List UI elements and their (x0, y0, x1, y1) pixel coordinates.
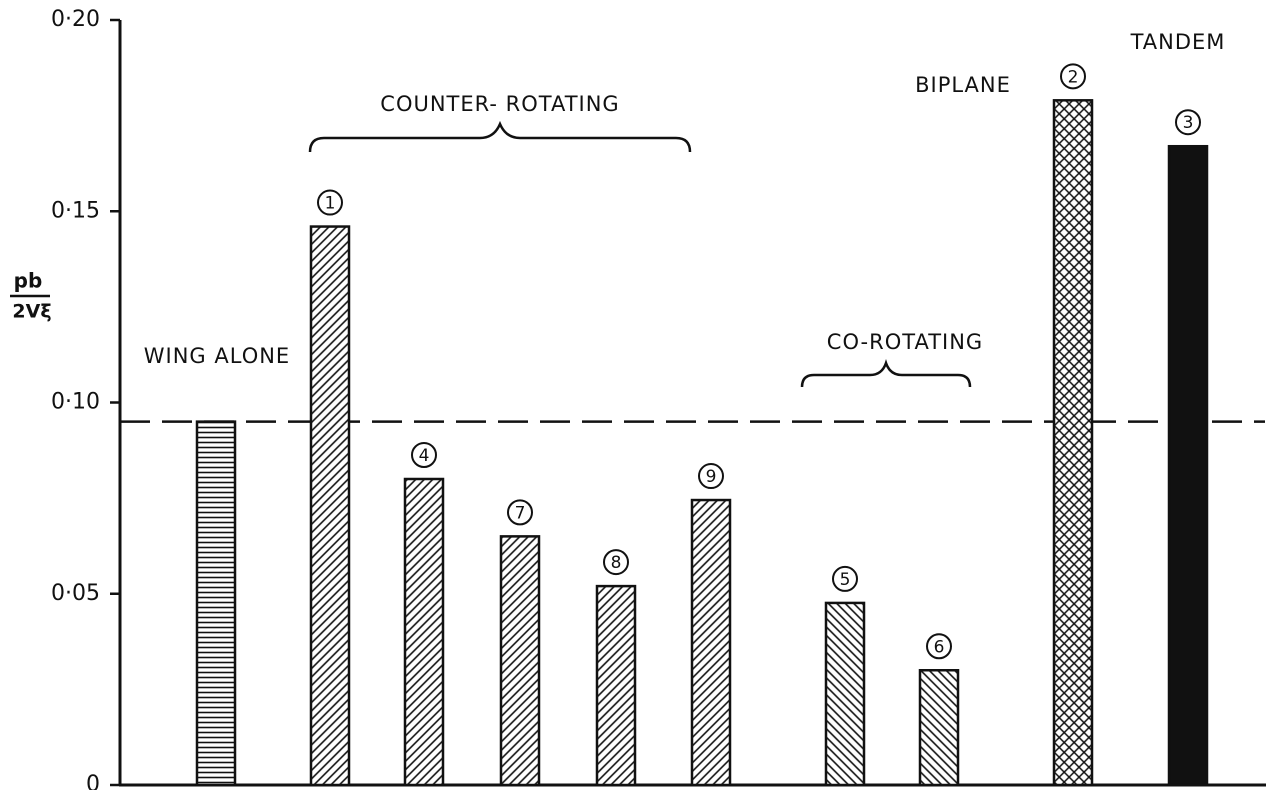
annotation: COUNTER- ROTATING (380, 92, 619, 116)
y-tick-label: 0·10 (51, 390, 100, 415)
label-circle (926, 633, 952, 660)
x-tick-label: 4 (419, 446, 430, 466)
label-circle (832, 565, 858, 592)
y-tick-label: 0 (86, 772, 100, 790)
y-label-numerator: pb (14, 269, 43, 293)
label-circle (603, 549, 629, 576)
y-tick-label: 0·20 (51, 7, 100, 32)
x-tick-label: 8 (611, 553, 622, 573)
label-circle (507, 499, 533, 526)
bar (918, 669, 960, 787)
label-circle (698, 463, 724, 490)
label-circle (1060, 63, 1086, 90)
x-tick-label: 3 (1183, 113, 1194, 133)
bar (1052, 99, 1094, 787)
annotation: WING ALONE (144, 344, 290, 368)
x-tick-label: 5 (840, 570, 851, 590)
bar (1167, 144, 1209, 787)
y-tick-label: 0·05 (51, 581, 100, 606)
x-tick-label: 2 (1068, 67, 1079, 87)
x-tick-label: 6 (934, 637, 945, 657)
label-circle (411, 442, 437, 468)
x-tick-label: 7 (515, 503, 526, 523)
annotation: TANDEM (1130, 30, 1226, 54)
label-circle (317, 189, 343, 216)
bar (595, 584, 637, 787)
y-label-denominator: 2Vξ (12, 301, 51, 323)
x-tick-label: 9 (706, 467, 717, 487)
annotation: BIPLANE (915, 73, 1011, 97)
bar (690, 498, 732, 787)
x-tick-label: 1 (325, 194, 336, 214)
label-circle (1175, 109, 1201, 136)
brace (800, 359, 972, 388)
bar (195, 420, 237, 787)
brace (308, 120, 692, 153)
bar (309, 225, 351, 787)
annotation: CO-ROTATING (827, 330, 983, 354)
y-tick-label: 0·15 (51, 198, 100, 223)
bar (403, 477, 445, 787)
bar (824, 601, 866, 787)
bar (499, 535, 541, 787)
